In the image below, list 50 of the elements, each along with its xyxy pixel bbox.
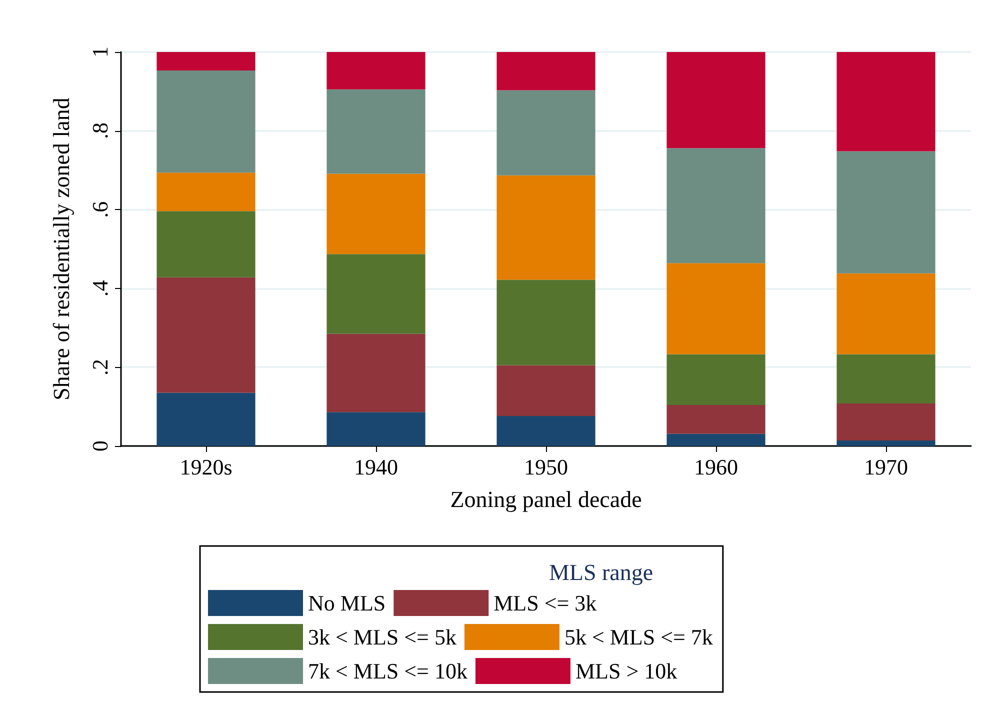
- x-axis-title: Zoning panel decade: [450, 487, 642, 512]
- legend-label: 7k < MLS <= 10k: [308, 658, 468, 684]
- bar: [496, 280, 596, 366]
- bar: [156, 172, 256, 212]
- bar: [326, 174, 426, 254]
- bar: [326, 89, 426, 174]
- bar: [666, 405, 766, 434]
- bar: [156, 392, 256, 446]
- legend-title: MLS range: [548, 560, 654, 585]
- bar: [836, 440, 936, 446]
- bar: [666, 148, 766, 264]
- bar: [666, 52, 766, 148]
- legend-label: No MLS: [308, 590, 386, 616]
- bar: [666, 354, 766, 406]
- bar: [326, 254, 426, 334]
- bar: [666, 263, 766, 354]
- x-tick-label: 1960: [694, 454, 738, 480]
- bar: [836, 354, 936, 404]
- bar: [326, 334, 426, 412]
- y-tick-label: .6: [88, 201, 112, 218]
- bar: [836, 273, 936, 354]
- bar: [496, 90, 596, 176]
- x-tick-label: 1940: [354, 454, 398, 480]
- bar: [156, 277, 256, 393]
- bar: [326, 52, 426, 90]
- legend-label: MLS > 10k: [575, 658, 678, 684]
- x-tick-label: 1920s: [180, 454, 232, 480]
- bar: [836, 52, 936, 152]
- y-tick-label: 1: [88, 46, 112, 58]
- bar: [836, 151, 936, 274]
- bar: [156, 70, 256, 173]
- y-tick-label: .8: [88, 122, 112, 140]
- bar: [496, 175, 596, 280]
- bar: [496, 416, 596, 446]
- y-tick-label: .2: [88, 358, 112, 376]
- bar: [496, 365, 596, 416]
- bar: [156, 52, 256, 71]
- y-tick-label: .4: [88, 280, 112, 297]
- bar: [496, 52, 596, 90]
- bar: [666, 434, 766, 446]
- x-tick-label: 1970: [864, 454, 908, 480]
- legend-label: 5k < MLS <= 7k: [564, 624, 713, 650]
- y-tick-label: 0: [88, 440, 112, 452]
- bar: [156, 211, 256, 278]
- bar: [836, 403, 936, 440]
- x-tick-label: 1950: [524, 454, 568, 480]
- legend-label: MLS <= 3k: [494, 590, 597, 616]
- legend-label: 3k < MLS <= 5k: [308, 624, 456, 650]
- bar: [326, 412, 426, 446]
- y-axis-title: Share of residentially zoned land: [49, 97, 74, 400]
